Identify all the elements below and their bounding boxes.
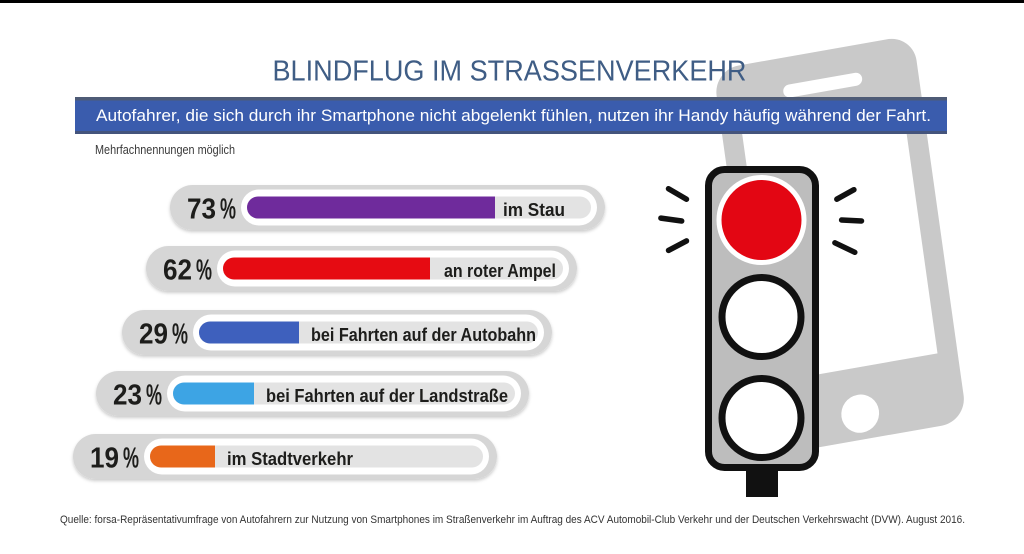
svg-text:Mehrfachnennungen möglich: Mehrfachnennungen möglich <box>95 143 235 157</box>
svg-text:bei Fahrten auf der Landstraße: bei Fahrten auf der Landstraße <box>266 386 508 406</box>
svg-text:%: % <box>123 443 139 475</box>
svg-text:an roter Ampel: an roter Ampel <box>444 261 556 281</box>
svg-text:bei Fahrten auf der Autobahn: bei Fahrten auf der Autobahn <box>311 325 536 345</box>
svg-text:62: 62 <box>163 255 192 287</box>
svg-text:%: % <box>172 319 188 351</box>
svg-text:%: % <box>196 255 212 287</box>
svg-text:%: % <box>220 194 236 226</box>
svg-text:23: 23 <box>113 380 142 412</box>
svg-text:Autofahrer, die sich durch ihr: Autofahrer, die sich durch ihr Smartphon… <box>96 106 931 125</box>
svg-text:Quelle: forsa-Repräsentativumf: Quelle: forsa-Repräsentativumfrage von A… <box>60 514 965 526</box>
svg-text:%: % <box>146 380 162 412</box>
svg-text:BLINDFLUG IM STRASSENVERKEHR: BLINDFLUG IM STRASSENVERKEHR <box>273 56 747 88</box>
svg-text:19: 19 <box>90 443 119 475</box>
svg-text:29: 29 <box>139 319 168 351</box>
svg-text:im Stau: im Stau <box>503 200 565 220</box>
svg-text:im Stadtverkehr: im Stadtverkehr <box>227 449 353 469</box>
svg-text:73: 73 <box>187 194 216 226</box>
